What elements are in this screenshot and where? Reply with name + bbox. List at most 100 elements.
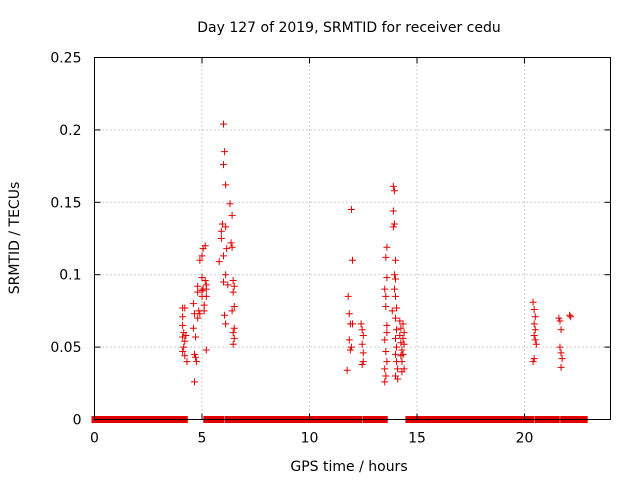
data-point <box>383 274 391 282</box>
data-point <box>344 292 352 300</box>
data-point <box>396 317 404 325</box>
data-point <box>194 314 202 322</box>
data-point <box>381 378 389 386</box>
data-point <box>220 252 227 260</box>
data-point <box>390 187 398 195</box>
data-point <box>181 337 189 345</box>
data-points <box>179 120 575 386</box>
data-point <box>393 343 401 351</box>
x-tick-label: 15 <box>408 431 426 447</box>
data-point <box>198 252 206 260</box>
data-point <box>222 223 230 231</box>
data-point <box>566 311 574 319</box>
data-point <box>230 334 238 342</box>
data-point <box>530 332 538 340</box>
data-point <box>218 220 226 228</box>
x-tick-label: 20 <box>516 431 534 447</box>
data-point <box>381 365 389 373</box>
data-point <box>181 352 189 360</box>
data-point <box>346 346 354 354</box>
data-point <box>215 258 223 266</box>
y-tick-label: 0.1 <box>59 268 81 284</box>
data-point <box>389 207 397 215</box>
data-point <box>388 307 396 315</box>
data-point <box>183 358 191 366</box>
data-point <box>530 355 538 363</box>
data-point <box>394 365 402 373</box>
data-point <box>529 358 537 366</box>
data-point <box>531 313 539 321</box>
data-point <box>349 256 356 264</box>
data-point <box>194 288 202 296</box>
data-point <box>226 200 234 208</box>
data-point <box>230 303 238 311</box>
data-point <box>392 314 399 322</box>
data-point <box>397 339 405 347</box>
data-point <box>382 253 390 261</box>
data-point <box>229 329 237 337</box>
data-point <box>357 320 365 328</box>
data-point <box>393 326 401 334</box>
data-point <box>399 320 407 328</box>
grid-layer <box>94 57 611 420</box>
data-point <box>358 360 366 368</box>
data-point <box>347 343 355 351</box>
data-point <box>228 243 236 251</box>
data-point <box>400 340 408 348</box>
data-point <box>358 326 366 334</box>
data-point <box>396 332 404 340</box>
data-point <box>345 310 353 318</box>
data-point <box>201 276 209 284</box>
data-point <box>222 181 230 189</box>
data-point <box>390 271 398 279</box>
data-point <box>392 275 399 283</box>
data-point <box>202 285 210 293</box>
data-point <box>389 223 397 231</box>
data-point <box>192 333 200 341</box>
data-point <box>383 321 391 329</box>
y-tick-label: 0.2 <box>59 123 81 139</box>
data-point <box>181 304 189 312</box>
data-point <box>223 245 231 253</box>
data-point <box>394 375 402 383</box>
data-point <box>532 340 540 348</box>
data-point <box>198 287 206 295</box>
chart-title: Day 127 of 2019, SRMTID for receiver ced… <box>197 20 500 36</box>
data-point <box>179 313 187 321</box>
data-point <box>383 243 391 251</box>
data-point <box>359 358 367 366</box>
data-point <box>196 310 204 318</box>
data-point <box>189 300 197 308</box>
data-point <box>201 242 209 250</box>
data-point <box>558 355 566 363</box>
data-point <box>392 334 399 342</box>
data-point <box>180 343 188 351</box>
data-point <box>220 278 227 286</box>
data-point <box>179 321 187 329</box>
data-point <box>359 349 367 357</box>
data-point <box>382 292 390 300</box>
y-tick-label: 0.25 <box>50 51 81 67</box>
x-tick-label: 5 <box>198 431 207 447</box>
data-point <box>182 332 190 340</box>
data-point <box>229 288 237 296</box>
y-tick-label: 0.15 <box>50 195 81 211</box>
data-point <box>393 304 401 312</box>
data-point <box>382 303 390 311</box>
data-point <box>193 358 201 366</box>
data-point <box>179 333 187 341</box>
data-point <box>230 324 238 332</box>
data-point <box>227 239 235 247</box>
data-point <box>190 378 198 386</box>
data-point <box>530 305 538 313</box>
data-point <box>400 329 408 337</box>
data-point <box>382 347 390 355</box>
data-point <box>224 281 232 289</box>
data-point <box>179 347 187 355</box>
data-point <box>398 358 406 366</box>
data-point <box>217 227 225 235</box>
data-point <box>382 372 390 380</box>
data-point <box>349 320 356 328</box>
data-point <box>567 313 575 321</box>
